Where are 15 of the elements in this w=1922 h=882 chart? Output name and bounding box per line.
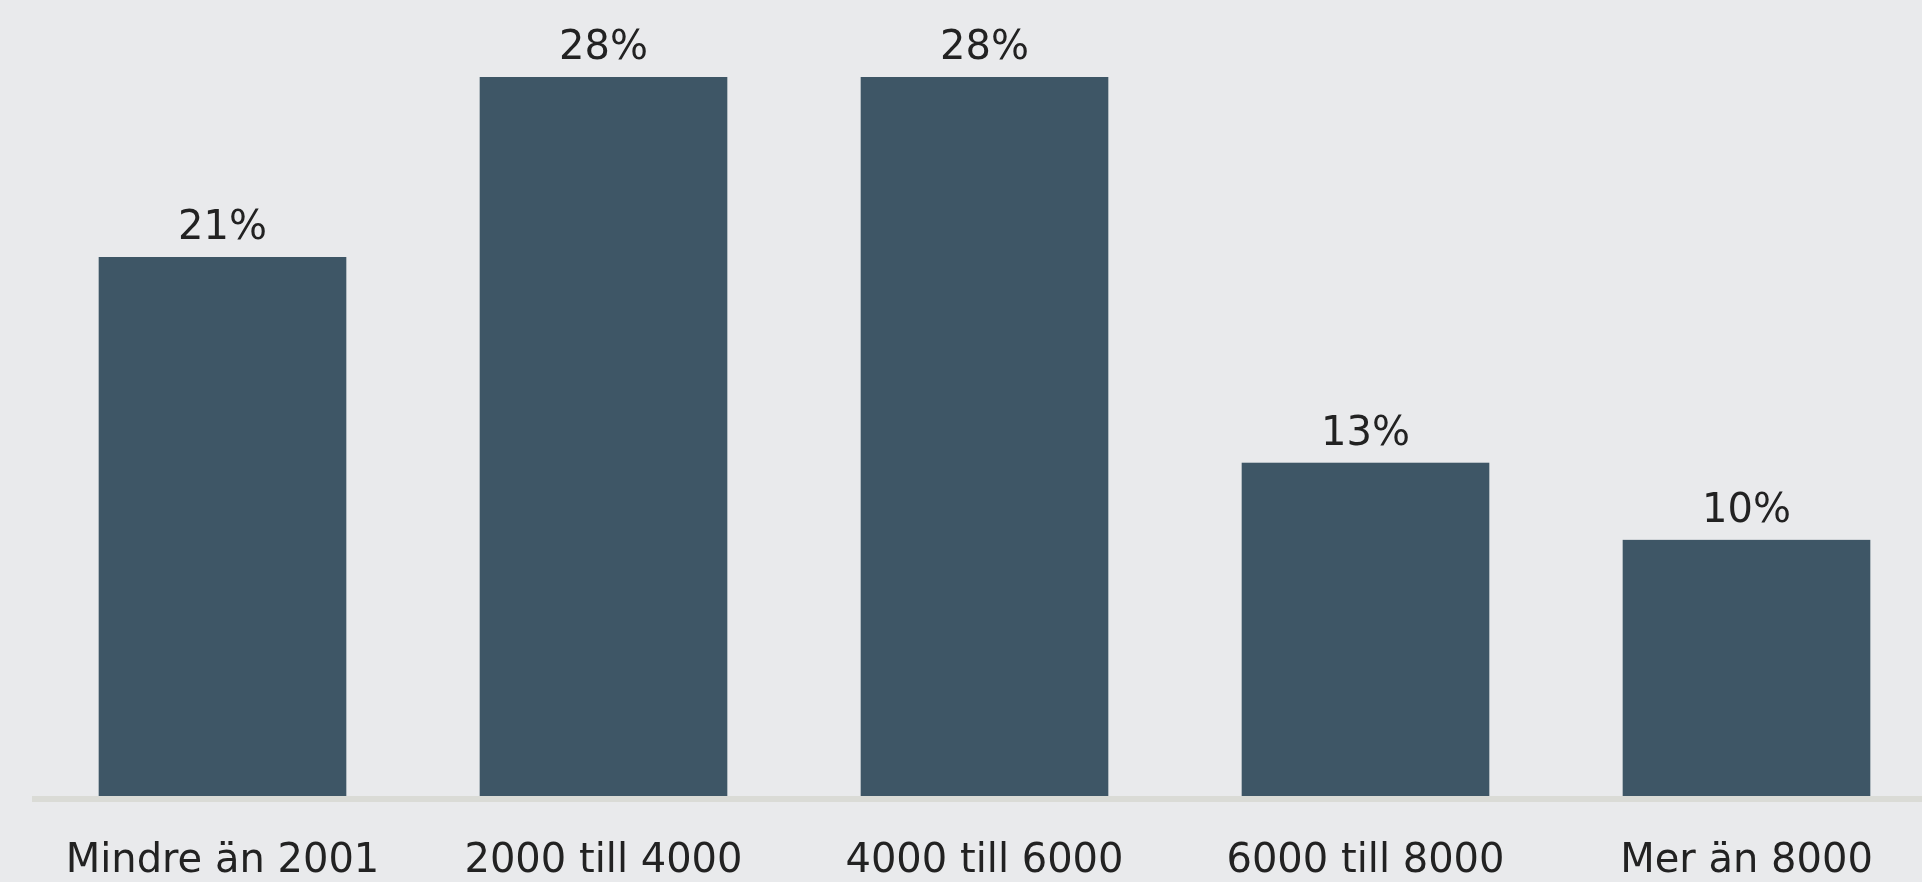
data-label: 13% [1321, 407, 1410, 454]
x-tick-label: 6000 till 8000 [1226, 835, 1505, 881]
bar [98, 257, 347, 797]
bar [1241, 462, 1490, 797]
x-tick-label: Mer än 8000 [1620, 835, 1873, 881]
data-label: 21% [178, 202, 267, 248]
bar [1622, 539, 1871, 797]
x-tick-label: 2000 till 4000 [464, 835, 743, 881]
x-tick-label: 4000 till 6000 [845, 835, 1124, 881]
x-tick-label: Mindre än 2001 [65, 835, 380, 881]
bar [479, 77, 728, 797]
bar [860, 77, 1109, 797]
data-label: 28% [940, 22, 1029, 68]
data-label: 28% [559, 22, 648, 68]
data-label: 10% [1702, 484, 1791, 531]
